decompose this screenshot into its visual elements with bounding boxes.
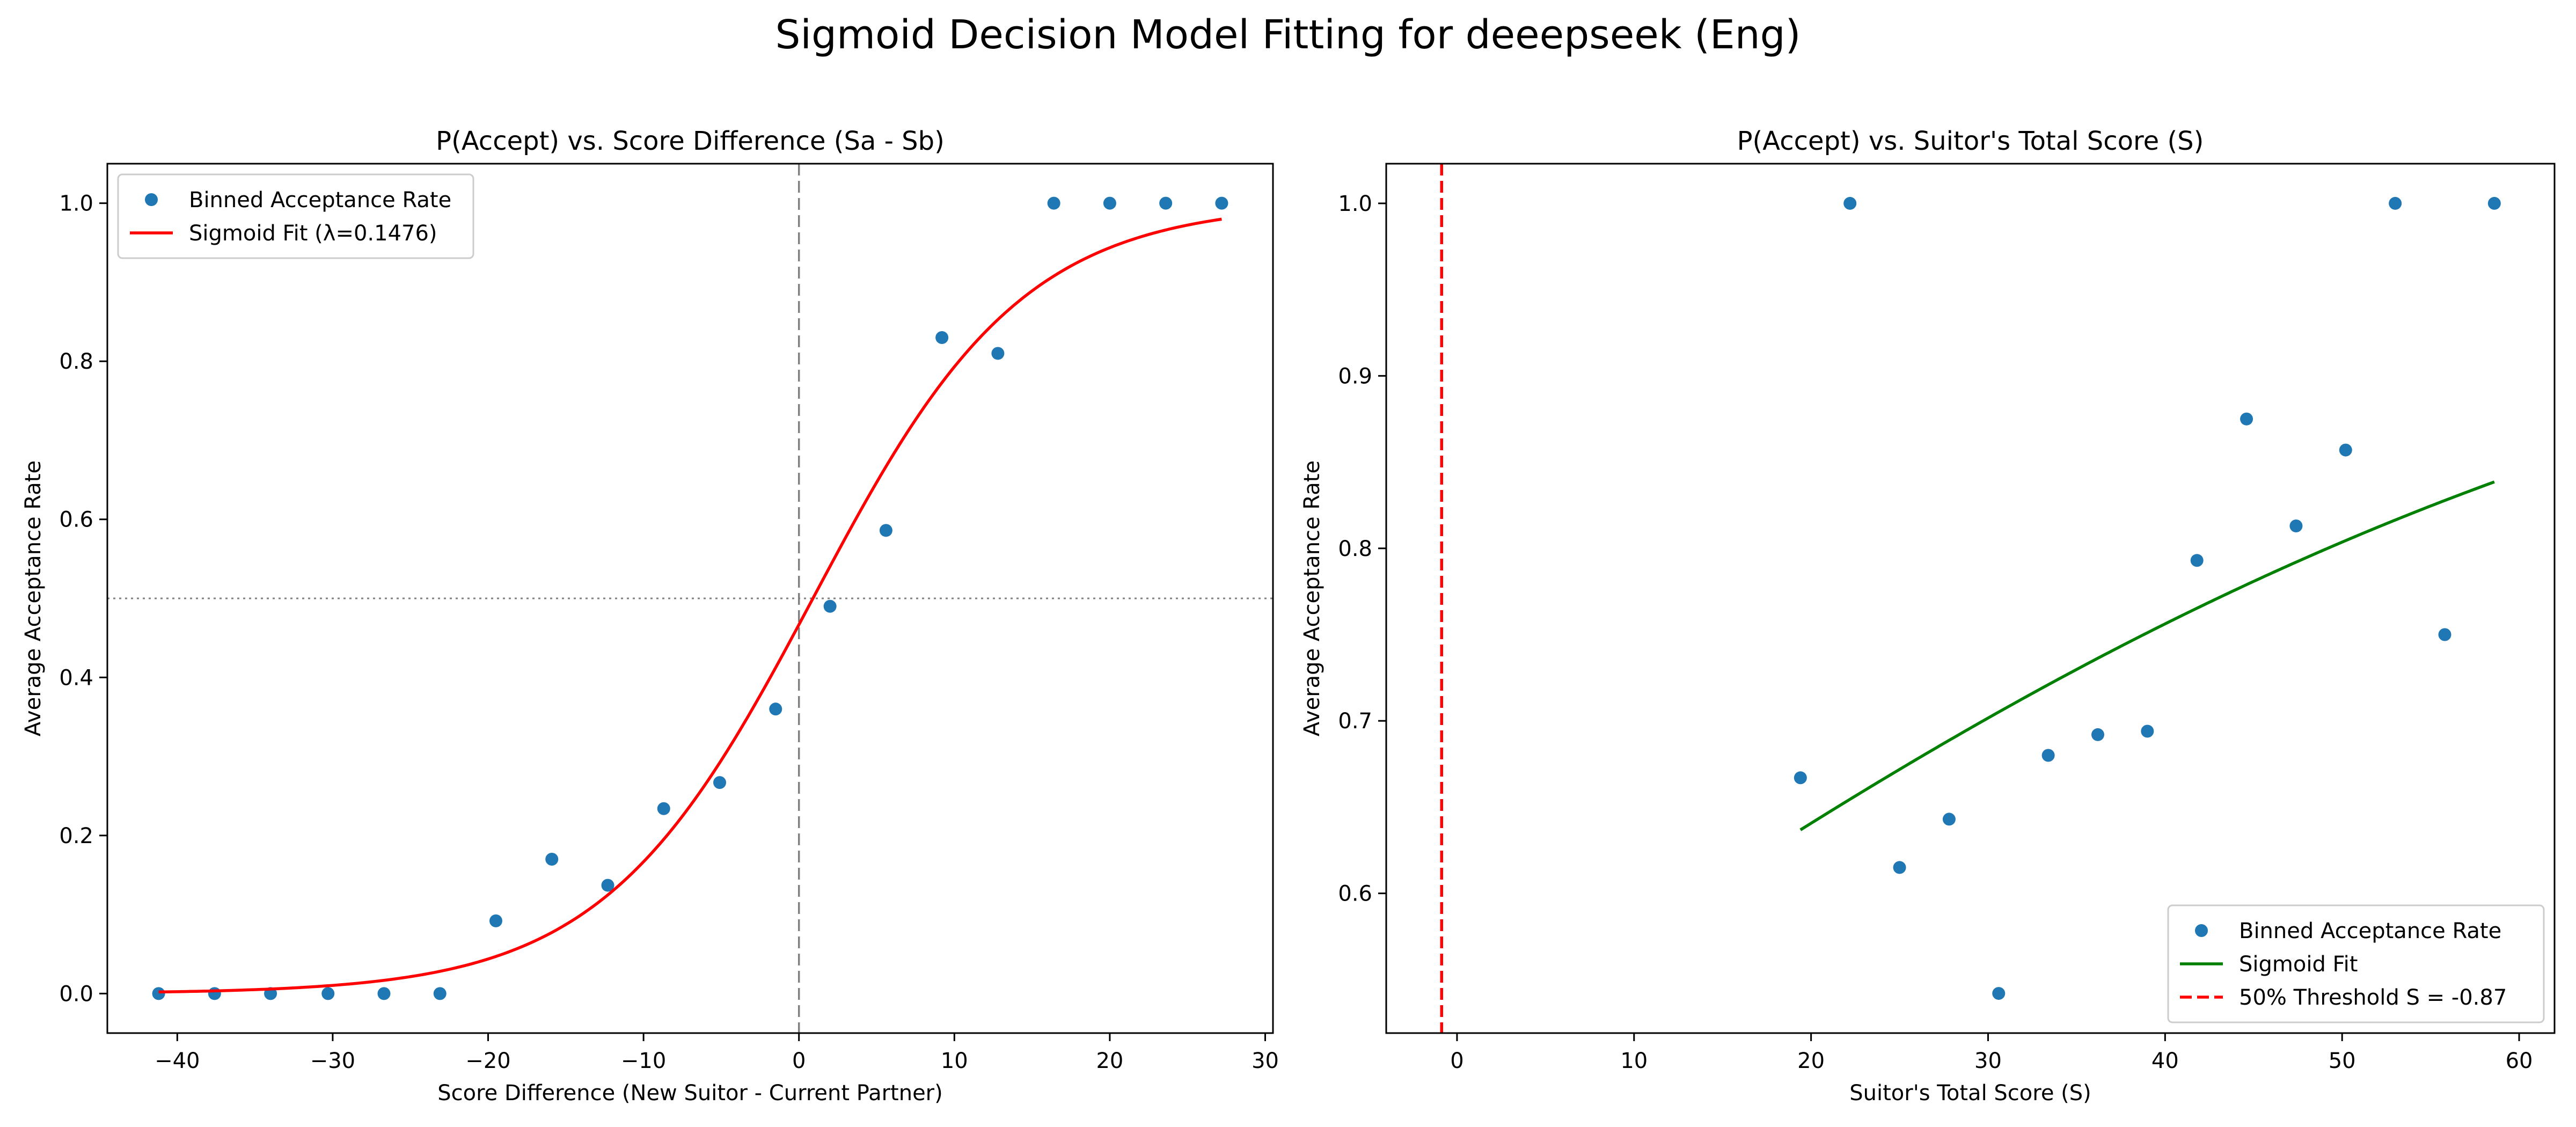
x-tick-label: 20 (1096, 1049, 1123, 1073)
data-point (991, 347, 1005, 360)
data-point (2389, 196, 2402, 210)
x-tick-label: −40 (155, 1049, 200, 1073)
fit-curve-2 (158, 217, 1222, 994)
legend-entry: 50% Threshold S = -0.87 (2180, 985, 2507, 1010)
data-point (1047, 196, 1060, 210)
legend-entry: Binned Acceptance Rate (145, 188, 451, 213)
y-tick-label: 0.6 (59, 508, 93, 532)
legend-label: Sigmoid Fit (λ=0.1476) (189, 221, 437, 246)
legend-entry: Sigmoid Fit (λ=0.1476) (130, 221, 437, 246)
axes-title: P(Accept) vs. Suitor's Total Score (S) (1737, 126, 2204, 156)
x-tick-label: 0 (792, 1049, 806, 1073)
y-tick-label: 1.0 (1338, 192, 1372, 216)
y-tick-label: 0.6 (1338, 882, 1372, 906)
x-tick-label: 0 (1450, 1049, 1463, 1073)
data-point (2041, 749, 2055, 762)
legend-entry: Sigmoid Fit (2180, 952, 2358, 977)
data-point (208, 987, 221, 1000)
x-tick-label: 30 (1252, 1049, 1279, 1073)
data-point (1843, 196, 1857, 210)
x-tick-label: −10 (621, 1049, 666, 1073)
data-point (2141, 724, 2154, 738)
x-axis-label: Score Difference (New Suitor - Current P… (437, 1081, 942, 1106)
data-point (1794, 771, 1807, 785)
figure-title: Sigmoid Decision Model Fitting for deeep… (775, 12, 1801, 58)
data-point (545, 853, 559, 866)
y-tick-label: 0.2 (59, 824, 93, 848)
data-point (1992, 987, 2006, 1000)
axes-frame (1385, 163, 2556, 1034)
data-point (769, 702, 782, 716)
data-point (2438, 628, 2451, 641)
data-point (2091, 728, 2104, 741)
legend-box (117, 173, 474, 259)
fit-curve-2 (1799, 480, 2495, 831)
chart-panel-1: −40 −30 −20 −10 0 10 20 30 0.0 0.2 0.4 0.6 0.8 1.0 P(A… (21, 126, 1279, 1106)
x-tick-label: 10 (1620, 1049, 1648, 1073)
legend: Binned Acceptance Rate Sigmoid Fit 50% Thr… (2167, 904, 2545, 1023)
y-tick-label: 0.0 (59, 982, 93, 1006)
legend-marker (145, 193, 158, 206)
y-tick-label: 0.8 (1338, 537, 1372, 561)
data-point (1103, 196, 1116, 210)
data-point (1942, 813, 1956, 826)
data-point (2487, 196, 2501, 210)
data-point (377, 987, 391, 1000)
y-tick-label: 0.4 (59, 665, 93, 690)
legend: Binned Acceptance Rate Sigmoid Fit (λ=0.1… (117, 173, 474, 259)
axes-frame (106, 163, 1274, 1034)
x-tick-label: 10 (941, 1049, 968, 1073)
data-point (489, 914, 502, 927)
data-point (713, 776, 727, 789)
data-point (2190, 554, 2204, 567)
data-point (2289, 519, 2303, 532)
legend-entry: Binned Acceptance Rate (2195, 919, 2501, 943)
data-point (935, 331, 949, 344)
y-tick-label: 0.9 (1338, 364, 1372, 389)
legend-label: Binned Acceptance Rate (189, 188, 451, 213)
y-tick-label: 0.7 (1338, 709, 1372, 734)
plot-area (107, 164, 1273, 1033)
legend-label: 50% Threshold S = -0.87 (2239, 985, 2507, 1010)
legend-marker (2195, 924, 2208, 937)
x-tick-label: −20 (465, 1049, 510, 1073)
y-axis-label: Average Acceptance Rate (1300, 460, 1324, 736)
data-point (879, 524, 892, 537)
data-point (321, 987, 335, 1000)
x-tick-label: −30 (310, 1049, 355, 1073)
axes-title: P(Accept) vs. Score Difference (Sa - Sb) (436, 126, 945, 156)
data-point (657, 802, 670, 815)
legend-label: Sigmoid Fit (2239, 952, 2358, 977)
x-tick-label: 60 (2506, 1049, 2533, 1073)
x-tick-label: 30 (1974, 1049, 2002, 1073)
data-point (2240, 412, 2253, 426)
legend-label: Binned Acceptance Rate (2239, 919, 2501, 943)
chart-panel-2: 0 10 20 30 40 50 60 0.6 0.7 0.8 0.9 1.0 P(Accept) vs… (1300, 126, 2556, 1106)
x-tick-label: 50 (2329, 1049, 2356, 1073)
y-tick-label: 1.0 (59, 192, 93, 216)
y-axis-label: Average Acceptance Rate (21, 460, 46, 736)
plot-area (1440, 164, 2501, 1033)
data-point (823, 599, 837, 613)
y-tick-label: 0.8 (59, 349, 93, 374)
data-point (433, 987, 447, 1000)
x-tick-label: 40 (2151, 1049, 2179, 1073)
x-axis-label: Suitor's Total Score (S) (1849, 1081, 2091, 1106)
data-point (152, 987, 165, 1000)
data-point (2339, 443, 2352, 457)
x-tick-label: 20 (1797, 1049, 1825, 1073)
legend-box (2167, 904, 2545, 1023)
data-point (1159, 196, 1173, 210)
data-point (601, 879, 614, 892)
data-point (1215, 196, 1228, 210)
data-point (1893, 861, 1906, 874)
